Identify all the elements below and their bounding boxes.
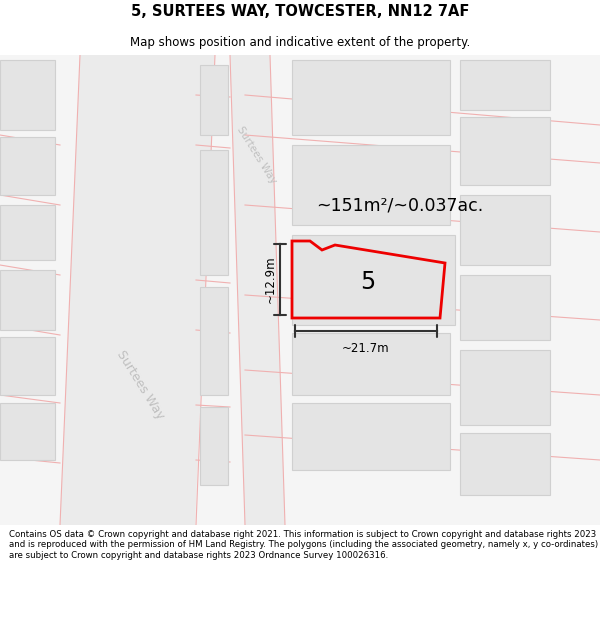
Polygon shape: [292, 235, 455, 325]
Polygon shape: [292, 145, 450, 225]
Polygon shape: [200, 287, 228, 395]
Text: ~151m²/~0.037ac.: ~151m²/~0.037ac.: [316, 196, 484, 214]
Text: ~12.9m: ~12.9m: [264, 256, 277, 303]
Polygon shape: [0, 403, 55, 460]
Polygon shape: [0, 205, 55, 260]
Polygon shape: [460, 60, 550, 110]
Text: Surtees Way: Surtees Way: [113, 348, 166, 422]
Polygon shape: [0, 137, 55, 195]
Polygon shape: [460, 433, 550, 495]
Text: ~21.7m: ~21.7m: [342, 342, 390, 355]
Text: Surtees Way: Surtees Way: [235, 124, 278, 186]
Text: Contains OS data © Crown copyright and database right 2021. This information is : Contains OS data © Crown copyright and d…: [9, 530, 598, 560]
Polygon shape: [460, 195, 550, 265]
Polygon shape: [0, 60, 55, 130]
Polygon shape: [60, 55, 215, 525]
Polygon shape: [460, 350, 550, 425]
Text: 5: 5: [361, 270, 376, 294]
Text: Map shows position and indicative extent of the property.: Map shows position and indicative extent…: [130, 36, 470, 49]
Polygon shape: [292, 333, 450, 395]
Polygon shape: [0, 270, 55, 330]
Polygon shape: [200, 150, 228, 275]
Text: 5, SURTEES WAY, TOWCESTER, NN12 7AF: 5, SURTEES WAY, TOWCESTER, NN12 7AF: [131, 4, 469, 19]
Polygon shape: [200, 65, 228, 135]
Polygon shape: [460, 275, 550, 340]
Polygon shape: [0, 55, 600, 525]
Polygon shape: [292, 403, 450, 470]
Polygon shape: [230, 55, 285, 525]
Polygon shape: [0, 337, 55, 395]
Polygon shape: [200, 407, 228, 485]
Polygon shape: [460, 117, 550, 185]
Polygon shape: [292, 60, 450, 135]
